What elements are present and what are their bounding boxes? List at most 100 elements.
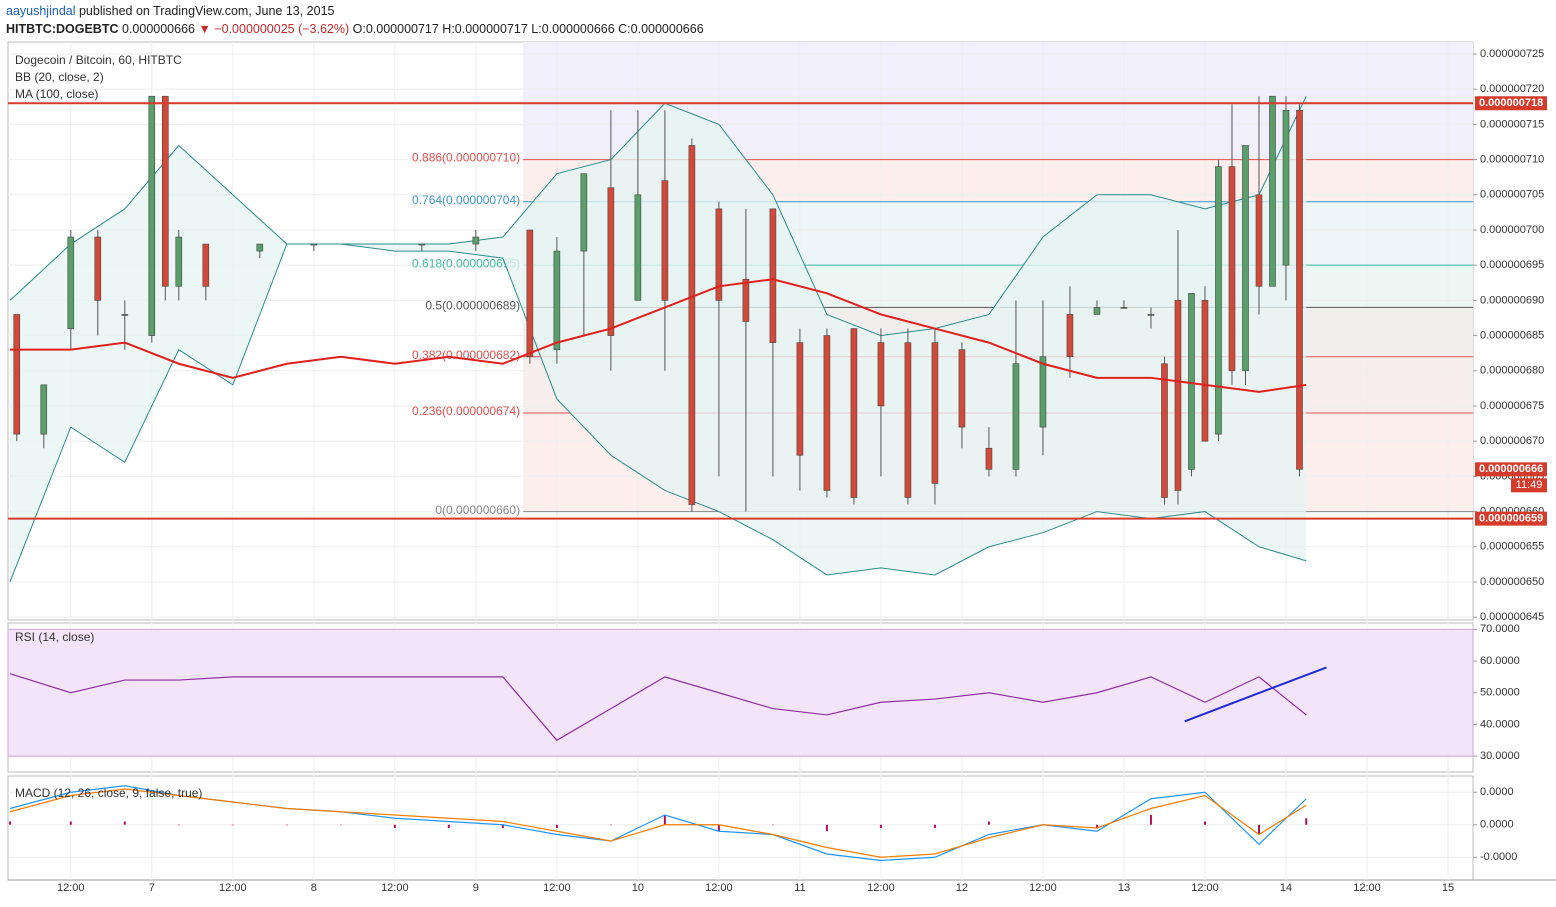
candle-body — [1282, 109, 1290, 266]
y-tick-label: -0.0000 — [1480, 851, 1517, 863]
candle-body — [162, 95, 169, 287]
candle-body — [67, 236, 75, 329]
fib-label: 0(0.000000660) — [435, 503, 520, 517]
pane-frame — [7, 775, 1474, 881]
price-tag — [1475, 462, 1547, 477]
x-tick-label: 12:00 — [705, 882, 733, 894]
change: ▼ −0.000000025 (−3.62%) — [198, 22, 350, 36]
candle-body — [1161, 363, 1168, 498]
candle-body — [175, 236, 183, 287]
fib-label: 0.764(0.000000704) — [412, 193, 520, 207]
candle-body — [1269, 95, 1276, 287]
bb-lower — [9, 243, 1307, 583]
candle-body — [526, 229, 534, 357]
y-tick-label: 60.0000 — [1480, 655, 1520, 667]
candle-body — [148, 95, 156, 336]
ma-line — [10, 278, 1307, 393]
legend-entry: MA (100, close) — [15, 87, 98, 101]
candle-body — [94, 236, 102, 301]
y-tick-label: 0.000000720 — [1480, 83, 1544, 95]
x-tick-label: 12:00 — [1029, 882, 1057, 894]
candle-body — [472, 236, 480, 245]
candle-body — [418, 243, 426, 246]
candle-body — [634, 194, 642, 301]
candle-body — [1147, 314, 1155, 316]
y-tick-label: 0.000000685 — [1480, 329, 1544, 341]
fib-label: 0.886(0.000000710) — [412, 151, 520, 165]
y-tick-label: 0.000000690 — [1480, 294, 1544, 306]
candle-body — [256, 243, 264, 252]
legend-entry: BB (20, close, 2) — [15, 70, 104, 84]
candle-body — [13, 314, 21, 435]
y-tick-label: 30.0000 — [1480, 750, 1520, 762]
candle-body — [985, 447, 993, 470]
x-tick-label: 7 — [149, 882, 155, 894]
x-tick-label: 13 — [1118, 882, 1130, 894]
countdown-box — [1511, 478, 1547, 493]
y-tick-label: 0.000000725 — [1480, 48, 1544, 60]
y-tick-label: 40.0000 — [1480, 718, 1520, 730]
x-tick-label: 9 — [473, 882, 479, 894]
y-tick-label: 70.0000 — [1480, 623, 1520, 635]
legend-entry: RSI (14, close) — [15, 630, 94, 644]
price-tag — [1475, 511, 1547, 526]
x-tick-label: 12:00 — [219, 882, 247, 894]
published: published on TradingView.com, June 13, 2… — [78, 4, 335, 18]
x-tick-label: 12:00 — [381, 882, 409, 894]
candle-body — [1012, 363, 1020, 470]
last-price: 0.000000666 — [121, 22, 195, 36]
x-tick-label: 12 — [956, 882, 968, 894]
y-tick-label: 0.000000655 — [1480, 541, 1544, 553]
candle-body — [1201, 300, 1209, 442]
legend-entry: Dogecoin / Bitcoin, 60, HITBTC — [15, 53, 182, 67]
candle-body — [1215, 166, 1222, 435]
candle-body — [121, 314, 129, 316]
candle-body — [40, 384, 48, 435]
x-tick-label: 12:00 — [543, 882, 571, 894]
symbol: HITBTC:DOGEBTC — [6, 22, 119, 36]
fib-label: 0.236(0.000000674) — [412, 404, 520, 418]
x-tick-label: 8 — [311, 882, 317, 894]
price-tag — [1475, 96, 1547, 111]
candle-body — [1093, 307, 1101, 315]
candle-body — [904, 342, 912, 498]
candle-body — [607, 187, 615, 336]
candle-body — [661, 180, 669, 301]
author[interactable]: aayushjindal — [6, 4, 76, 18]
y-tick-label: 0.0000 — [1480, 819, 1514, 831]
rsi-trendline — [1184, 666, 1327, 723]
y-tick-label: 0.000000695 — [1480, 259, 1544, 271]
fib-label: 0.618(0.000000695) — [412, 256, 520, 270]
y-tick-label: 0.000000700 — [1480, 224, 1544, 236]
candle-body — [1066, 314, 1074, 357]
price-tag-label: 0.000000659 — [1479, 513, 1543, 525]
y-tick-label: 50.0000 — [1480, 687, 1520, 699]
header-line: aayushjindal published on TradingView.co… — [6, 4, 335, 18]
candle-body — [1296, 109, 1303, 470]
y-tick-label: 0.000000645 — [1480, 611, 1544, 623]
y-tick-label: 0.0000 — [1480, 786, 1514, 798]
ohlc: O:0.000000717 H:0.000000717 L:0.00000066… — [352, 22, 704, 36]
bb-fill — [10, 96, 1307, 582]
x-tick-label: 14 — [1280, 882, 1292, 894]
quote-line: HITBTC:DOGEBTC 0.000000666 ▼ −0.00000002… — [6, 22, 704, 36]
rsi-line — [9, 673, 1307, 742]
candle-body — [202, 243, 210, 287]
candle-body — [553, 250, 561, 350]
candle-body — [742, 278, 750, 322]
y-tick-label: 0.000000710 — [1480, 153, 1544, 165]
candle-body — [1174, 300, 1182, 491]
y-tick-label: 0.000000715 — [1480, 118, 1544, 130]
x-tick-label: 11 — [794, 882, 805, 894]
fib-label: 0.5(0.000000689) — [425, 299, 520, 313]
x-tick-label: 12:00 — [1191, 882, 1219, 894]
candle-body — [715, 208, 723, 301]
y-tick-label: 0.000000650 — [1480, 576, 1544, 588]
price-tag-label: 0.000000718 — [1479, 97, 1543, 109]
candle-body — [1228, 166, 1236, 372]
candle-body — [580, 173, 588, 252]
x-tick-label: 15 — [1442, 882, 1454, 894]
